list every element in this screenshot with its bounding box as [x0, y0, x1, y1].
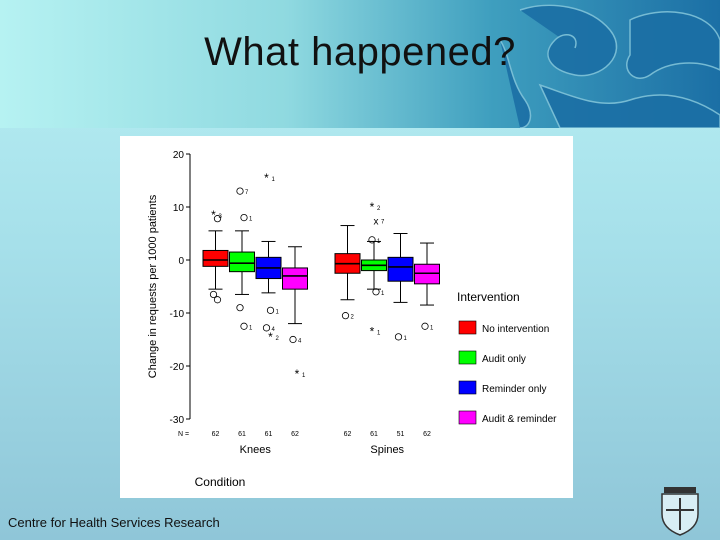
extreme-point: * — [264, 171, 269, 185]
legend-swatch — [458, 380, 477, 395]
outlier-case-label: 1 — [249, 217, 253, 223]
outlier-case-label: 4 — [298, 339, 302, 345]
outlier-case-label: 1 — [302, 373, 306, 379]
outlier-point — [266, 306, 275, 314]
box-0-1 — [229, 251, 255, 273]
n-count-label: 51 — [397, 431, 405, 438]
extreme-point: * — [295, 367, 300, 381]
outlier-case-label: 7 — [381, 219, 385, 225]
footer-text: Centre for Health Services Research — [8, 515, 220, 530]
outlier-case-label: 1 — [249, 325, 253, 331]
outlier-point — [236, 304, 244, 312]
outlier-case-label: 1 — [272, 177, 276, 183]
extreme-point: x — [374, 216, 379, 227]
lion-crest-decoration-icon — [499, 4, 720, 128]
outlier-point — [213, 215, 222, 223]
outlier-case-label: 2 — [351, 315, 355, 321]
outlier-case-label: 7 — [245, 190, 249, 196]
y-axis-title: Change in requests per 1000 patients — [147, 194, 159, 378]
outlier-point — [240, 322, 248, 330]
n-prefix-label: N = — [178, 431, 189, 438]
y-tick-label: -10 — [170, 309, 185, 320]
box-1-2 — [387, 256, 414, 282]
legend-entry-label: Audit only — [482, 354, 526, 365]
n-count-label: 61 — [265, 431, 273, 438]
outlier-point — [421, 322, 429, 330]
legend-entry-label: No intervention — [482, 324, 549, 335]
n-count-label: 62 — [291, 431, 299, 438]
outlier-point — [372, 288, 380, 296]
slide-title: What happened? — [204, 30, 516, 74]
legend-entry-label: Reminder only — [482, 384, 546, 395]
boxplot-chart: 20 10 0 -10 -20 -30 Change in requests per 100… — [147, 150, 557, 489]
y-tick-label: -20 — [170, 362, 185, 373]
group-label-knees: Knees — [240, 444, 272, 456]
slide-header: What happened? — [0, 0, 720, 128]
outlier-point — [394, 333, 403, 341]
legend-title: Intervention — [457, 290, 520, 304]
extreme-point: * — [370, 325, 375, 339]
legend-swatch — [458, 350, 477, 365]
y-tick-label: 20 — [173, 150, 185, 161]
extreme-point: * — [370, 200, 375, 214]
outlier-point — [262, 324, 271, 332]
extreme-point: * — [268, 330, 273, 344]
x-axis-title: Condition — [195, 475, 246, 489]
outlier-point — [240, 214, 248, 222]
box-0-0 — [202, 249, 229, 267]
legend-entry-label: Audit & reminder — [482, 414, 557, 425]
outlier-point — [289, 335, 297, 344]
group-label-spines: Spines — [370, 444, 404, 456]
outlier-case-label: 1 — [430, 325, 434, 331]
y-tick-label: 10 — [173, 203, 185, 214]
outlier-case-label: 2 — [377, 206, 381, 212]
outlier-case-label: 1 — [276, 309, 280, 315]
y-tick-label: -30 — [170, 415, 185, 426]
outlier-case-label: 1 — [381, 291, 385, 297]
outlier-point — [341, 312, 350, 320]
university-shield-logo-icon — [661, 487, 699, 536]
outlier-case-label: 2 — [276, 336, 280, 342]
y-tick-label: 0 — [178, 256, 184, 267]
outlier-case-label: 4 — [272, 327, 276, 333]
n-count-label: 62 — [344, 431, 352, 438]
outlier-case-label: 1 — [377, 331, 381, 337]
n-count-label: 61 — [238, 431, 246, 438]
box-0-3 — [282, 267, 308, 290]
outlier-point — [236, 187, 244, 195]
chart-panel: 20 10 0 -10 -20 -30 Change in requests per 100… — [120, 136, 573, 498]
legend-swatch — [458, 320, 477, 335]
legend-swatch — [458, 410, 477, 425]
outlier-case-label: 1 — [404, 336, 408, 342]
extreme-point: * — [211, 208, 216, 222]
outlier-point — [209, 290, 218, 299]
outlier-point — [368, 236, 376, 244]
n-count-label: 62 — [423, 431, 431, 438]
n-count-label: 62 — [212, 431, 220, 438]
outlier-case-label: 1 — [377, 239, 381, 245]
n-count-label: 61 — [370, 431, 378, 438]
outlier-point — [213, 296, 222, 304]
